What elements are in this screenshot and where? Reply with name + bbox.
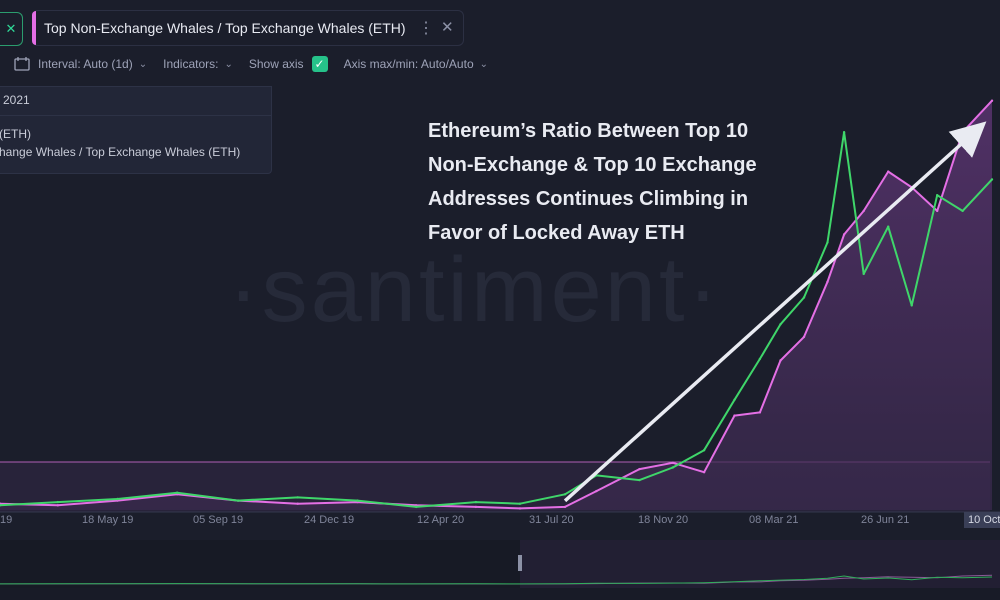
- data-point: [518, 507, 522, 510]
- last-date-badge: 10 Oct: [964, 512, 1000, 528]
- annotation-line: Addresses Continues Climbing in: [428, 188, 749, 210]
- data-point: [236, 499, 240, 502]
- data-point: [296, 502, 299, 505]
- data-point: [671, 461, 674, 464]
- data-point: [961, 209, 964, 213]
- annotation-arrow: [563, 121, 987, 503]
- data-point: [56, 500, 59, 504]
- interval-label: Interval: Auto (1d): [38, 57, 133, 71]
- data-point: [936, 194, 939, 197]
- show-axis-toggle[interactable]: Show axis ✓: [249, 56, 328, 72]
- interval-dropdown[interactable]: Interval: Auto (1d) ⌄: [14, 57, 147, 71]
- data-point: [887, 170, 890, 173]
- watermark: ·santiment·: [228, 239, 722, 341]
- data-point: [826, 280, 829, 283]
- data-point: [563, 505, 567, 509]
- data-point: [887, 225, 890, 228]
- data-point: [474, 500, 478, 504]
- data-point: [802, 296, 806, 299]
- data-point: [779, 323, 782, 326]
- divider: [0, 115, 271, 116]
- x-tick-label: 26 Jun 21: [861, 514, 910, 526]
- annotation-line: Non-Exchange & Top 10 Exchange: [428, 154, 757, 176]
- data-point: [990, 178, 994, 181]
- data-point: [862, 272, 865, 276]
- indicators-label: Indicators:: [163, 57, 219, 71]
- data-point: [779, 359, 782, 362]
- data-point: [671, 466, 674, 469]
- series-color-marker: [32, 11, 36, 45]
- axis-maxmin-dropdown[interactable]: Axis max/min: Auto/Auto ⌄: [344, 57, 488, 71]
- data-point: [936, 209, 939, 213]
- series-area-fill: [0, 100, 992, 510]
- close-icon[interactable]: ✕: [0, 12, 23, 46]
- x-tick-label: 19: [0, 514, 13, 526]
- data-point: [415, 505, 418, 509]
- data-point: [0, 504, 2, 507]
- chart-tab[interactable]: Top Non-Exchange Whales / Top Exchange W…: [32, 10, 464, 46]
- x-tick-label: 24 Dec 19: [304, 514, 355, 526]
- data-point: [758, 411, 762, 414]
- indicators-dropdown[interactable]: Indicators: ⌄: [163, 57, 233, 71]
- x-tick-label: 08 Mar 21: [749, 514, 799, 526]
- legend-panel: 2021 (ETH) xchange Whales / Top Exchange…: [0, 86, 272, 174]
- axis-maxmin-label: Axis max/min: Auto/Auto: [343, 57, 474, 71]
- chart-toolbar: Interval: Auto (1d) ⌄ Indicators: ⌄ Show…: [14, 54, 504, 74]
- x-tick-label: 31 Jul 20: [529, 514, 574, 526]
- show-axis-label: Show axis: [248, 57, 304, 71]
- data-point: [595, 489, 598, 493]
- data-point: [842, 233, 846, 236]
- tab-title: Top Non-Exchange Whales / Top Exchange W…: [44, 20, 406, 36]
- data-point: [518, 502, 522, 505]
- calendar-icon: [14, 57, 30, 71]
- data-point: [702, 449, 706, 452]
- data-point: [826, 241, 829, 244]
- chevron-down-icon: ⌄: [479, 58, 489, 70]
- data-point: [961, 131, 964, 134]
- data-point: [733, 414, 736, 417]
- footer-bar: [0, 588, 1000, 600]
- data-point: [56, 504, 59, 507]
- data-point: [356, 499, 359, 502]
- data-point: [563, 493, 567, 496]
- navigator-selection[interactable]: [520, 540, 1000, 588]
- data-point: [638, 478, 641, 482]
- data-point: [296, 496, 299, 499]
- legend-series-price: (ETH): [0, 127, 31, 141]
- data-point: [802, 335, 806, 339]
- x-tick-label: 18 Nov 20: [638, 514, 689, 526]
- chevron-down-icon: ⌄: [138, 58, 148, 70]
- data-point: [474, 505, 478, 509]
- data-point: [862, 209, 865, 213]
- show-axis-checkbox[interactable]: ✓: [311, 56, 328, 72]
- x-tick-label: 05 Sep 19: [193, 514, 244, 526]
- annotation-text: Ethereum’s Ratio Between Top 10 Non-Exch…: [428, 114, 828, 250]
- data-point: [176, 491, 179, 494]
- navigator-handle[interactable]: [518, 555, 522, 571]
- legend-date: 2021: [3, 93, 30, 107]
- data-point: [702, 471, 706, 474]
- annotation-line: Ethereum’s Ratio Between Top 10: [428, 120, 749, 142]
- x-tick-label: 12 Apr 20: [417, 514, 465, 526]
- data-point: [116, 497, 119, 501]
- close-icon[interactable]: ✕: [441, 19, 454, 36]
- data-point: [842, 131, 846, 134]
- more-vertical-icon[interactable]: ⋮: [418, 20, 434, 37]
- data-point: [990, 99, 994, 102]
- legend-series-ratio: xchange Whales / Top Exchange Whales (ET…: [0, 145, 241, 159]
- x-tick-label: 18 May 19: [82, 514, 134, 526]
- chevron-down-icon: ⌄: [224, 58, 233, 70]
- data-point: [733, 398, 736, 401]
- annotation-line: Favor of Locked Away ETH: [428, 222, 685, 244]
- navigator-series-line: [0, 575, 993, 585]
- data-point: [638, 467, 641, 471]
- data-point: [758, 357, 762, 361]
- data-point: [910, 304, 913, 307]
